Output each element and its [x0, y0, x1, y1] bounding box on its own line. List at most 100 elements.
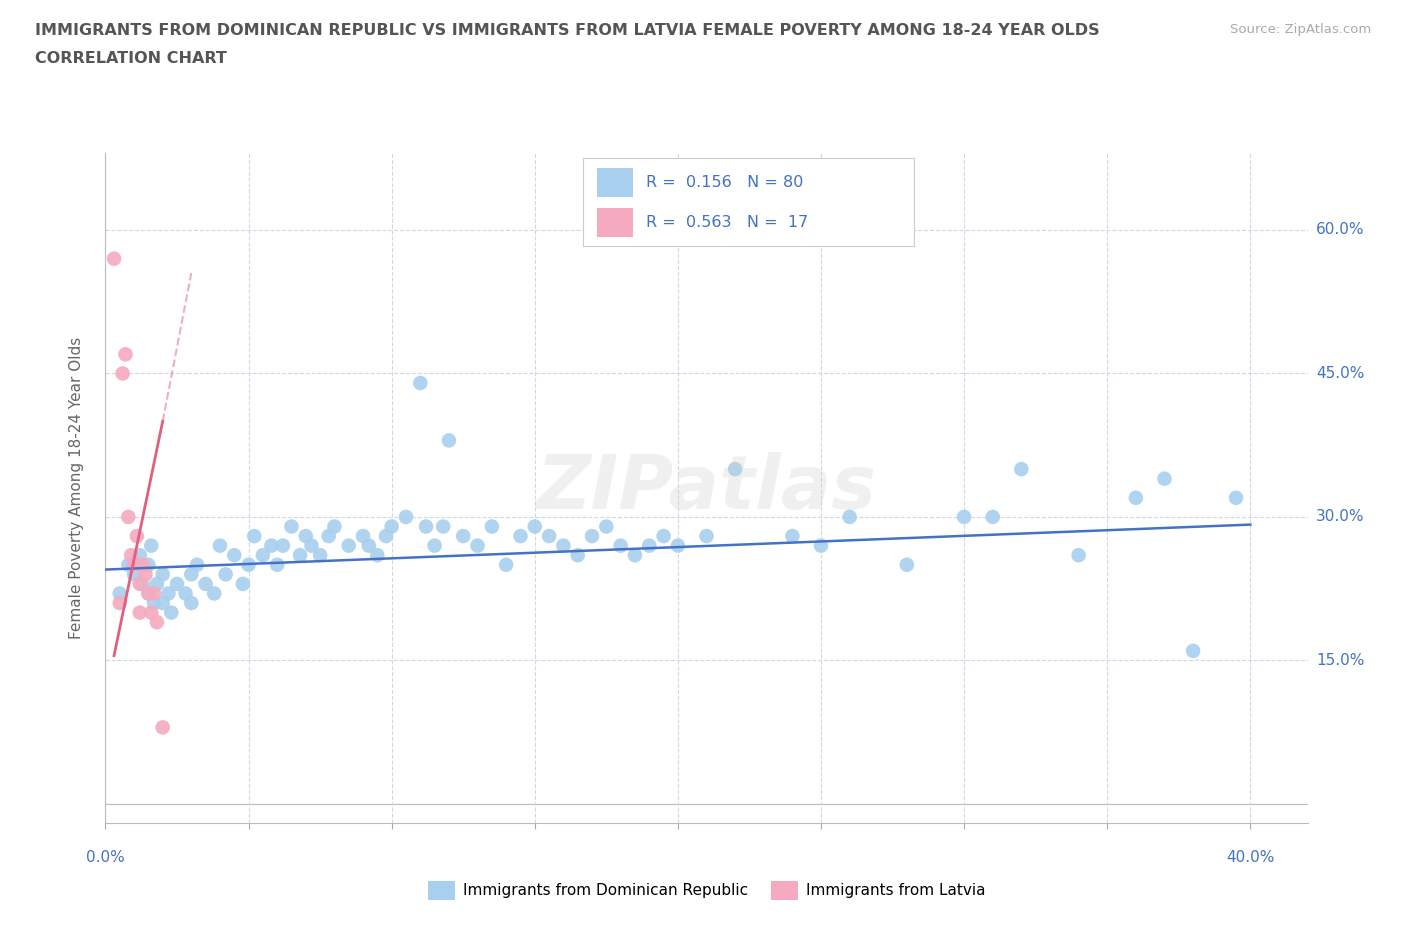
Point — [1225, 490, 1247, 505]
Point — [451, 528, 474, 543]
Point — [301, 538, 323, 553]
Point — [374, 528, 396, 543]
Point — [432, 519, 454, 534]
Text: R =  0.156   N = 80: R = 0.156 N = 80 — [647, 175, 804, 190]
Point — [810, 538, 832, 553]
Point — [538, 528, 561, 543]
Text: Source: ZipAtlas.com: Source: ZipAtlas.com — [1230, 23, 1371, 36]
Point — [652, 528, 675, 543]
Point — [224, 548, 246, 563]
Point — [146, 615, 169, 630]
Point — [180, 567, 202, 582]
Point — [138, 586, 160, 601]
Text: IMMIGRANTS FROM DOMINICAN REPUBLIC VS IMMIGRANTS FROM LATVIA FEMALE POVERTY AMON: IMMIGRANTS FROM DOMINICAN REPUBLIC VS IM… — [35, 23, 1099, 38]
Point — [953, 510, 976, 525]
Point — [122, 567, 145, 582]
Point — [138, 586, 160, 601]
Point — [125, 528, 148, 543]
Point — [896, 557, 918, 572]
Point — [260, 538, 283, 553]
Point — [638, 538, 661, 553]
Point — [838, 510, 860, 525]
Point — [146, 577, 169, 591]
Point — [138, 557, 160, 572]
Point — [409, 376, 432, 391]
Text: 40.0%: 40.0% — [1226, 850, 1274, 865]
Point — [108, 586, 131, 601]
Point — [1010, 461, 1032, 476]
Point — [238, 557, 260, 572]
Point — [186, 557, 208, 572]
Point — [266, 557, 288, 572]
Point — [381, 519, 404, 534]
Point — [523, 519, 546, 534]
Point — [509, 528, 531, 543]
Point — [581, 528, 603, 543]
Point — [395, 510, 418, 525]
Point — [141, 605, 163, 620]
Point — [143, 586, 166, 601]
Point — [467, 538, 489, 553]
Point — [352, 528, 374, 543]
Point — [495, 557, 517, 572]
Point — [166, 577, 188, 591]
Point — [122, 557, 145, 572]
Point — [318, 528, 340, 543]
Point — [337, 538, 360, 553]
Point — [567, 548, 589, 563]
Point — [117, 510, 139, 525]
Point — [152, 595, 174, 610]
Point — [214, 567, 236, 582]
Point — [108, 595, 131, 610]
Point — [208, 538, 231, 553]
Point — [128, 605, 150, 620]
Point — [135, 567, 157, 582]
Point — [366, 548, 388, 563]
Point — [423, 538, 446, 553]
Point — [981, 510, 1004, 525]
Point — [152, 567, 174, 582]
Point — [271, 538, 294, 553]
Point — [103, 251, 125, 266]
Point — [141, 538, 163, 553]
Point — [120, 548, 142, 563]
Text: 0.0%: 0.0% — [86, 850, 125, 865]
Text: 60.0%: 60.0% — [1316, 222, 1365, 237]
Point — [415, 519, 437, 534]
Point — [128, 577, 150, 591]
Point — [1182, 644, 1205, 658]
Point — [252, 548, 274, 563]
Point — [157, 586, 180, 601]
Point — [696, 528, 718, 543]
Point — [553, 538, 575, 553]
Bar — [596, 167, 633, 197]
Point — [243, 528, 266, 543]
Point — [114, 347, 136, 362]
Point — [1067, 548, 1090, 563]
Text: 30.0%: 30.0% — [1316, 510, 1365, 525]
Point — [595, 519, 617, 534]
Point — [666, 538, 689, 553]
Text: R =  0.563   N =  17: R = 0.563 N = 17 — [647, 215, 808, 230]
Y-axis label: Female Poverty Among 18-24 Year Olds: Female Poverty Among 18-24 Year Olds — [69, 338, 84, 640]
Legend: Immigrants from Dominican Republic, Immigrants from Latvia: Immigrants from Dominican Republic, Immi… — [422, 875, 991, 906]
Point — [309, 548, 332, 563]
Text: CORRELATION CHART: CORRELATION CHART — [35, 51, 226, 66]
Point — [131, 557, 153, 572]
Text: 15.0%: 15.0% — [1316, 653, 1365, 668]
Point — [194, 577, 217, 591]
Point — [160, 605, 183, 620]
Point — [280, 519, 302, 534]
Point — [609, 538, 631, 553]
Bar — [596, 207, 633, 237]
Point — [782, 528, 804, 543]
Point — [117, 557, 139, 572]
Point — [202, 586, 225, 601]
Point — [288, 548, 311, 563]
Point — [128, 548, 150, 563]
Point — [143, 595, 166, 610]
Point — [131, 577, 153, 591]
Point — [323, 519, 346, 534]
Point — [174, 586, 197, 601]
Point — [111, 366, 134, 381]
